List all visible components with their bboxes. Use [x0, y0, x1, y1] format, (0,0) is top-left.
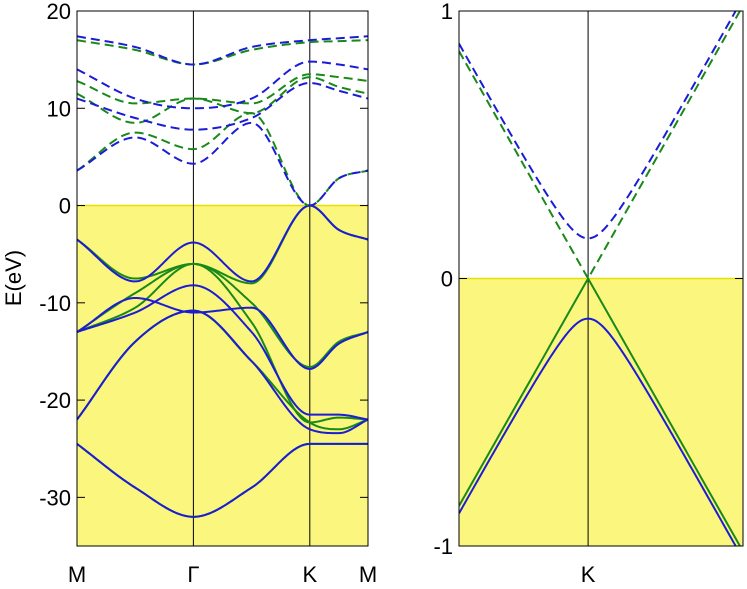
left-y-ticks: 20 10 0 -10 -20 -30: [39, 0, 368, 510]
y-tick-label: 0: [441, 267, 453, 292]
band-blue-occ-3: [77, 284, 368, 421]
right-y-ticks: 1 0 -1: [433, 0, 743, 559]
band-blue-gapped-valence: [459, 317, 737, 546]
band-blue-occ-4: [77, 296, 368, 370]
y-tick-label: -1: [433, 534, 453, 559]
x-tick-label: Γ: [187, 562, 199, 587]
left-occupied-shading: [77, 205, 368, 546]
x-tick-label: M: [68, 562, 86, 587]
band-blue-occ-2: [77, 309, 368, 435]
right-x-ticks: K: [581, 562, 596, 587]
right-occupied-shading: [459, 278, 743, 546]
right-bands: [459, 11, 742, 546]
band-green-unocc-4: [77, 39, 368, 66]
band-green-dirac-valence: [459, 276, 742, 546]
band-green-unocc-3: [77, 73, 368, 105]
left-panel: 20 10 0 -10 -20 -30 M Γ K M E(eV): [1, 0, 377, 587]
band-green-unocc-2: [77, 76, 368, 124]
y-tick-label: 1: [441, 0, 453, 24]
left-y-axis-label: E(eV): [1, 250, 26, 306]
band-green-dirac-conduction: [459, 11, 742, 281]
y-tick-label: 0: [59, 194, 71, 219]
x-tick-label: M: [359, 562, 377, 587]
left-axes-frame: [76, 10, 369, 547]
band-blue-gapped-conduction: [459, 11, 737, 240]
y-tick-label: 20: [47, 0, 71, 24]
y-tick-label: -10: [39, 291, 71, 316]
band-blue-occ-1: [77, 442, 368, 518]
left-kpoint-lines: [192, 11, 311, 546]
x-tick-label: K: [581, 562, 596, 587]
band-blue-unocc-4: [77, 35, 368, 66]
x-tick-label: K: [302, 562, 317, 587]
band-green-occ-3: [77, 262, 368, 424]
left-bands: [77, 35, 368, 518]
y-tick-label: -20: [39, 388, 71, 413]
y-tick-label: 10: [47, 96, 71, 121]
band-blue-occ-5: [77, 204, 368, 283]
band-blue-unocc-2: [77, 81, 368, 131]
right-panel: 1 0 -1 K: [433, 0, 744, 587]
band-green-unocc-1: [77, 112, 368, 207]
y-tick-label: -30: [39, 485, 71, 510]
band-blue-unocc-1: [77, 121, 368, 207]
